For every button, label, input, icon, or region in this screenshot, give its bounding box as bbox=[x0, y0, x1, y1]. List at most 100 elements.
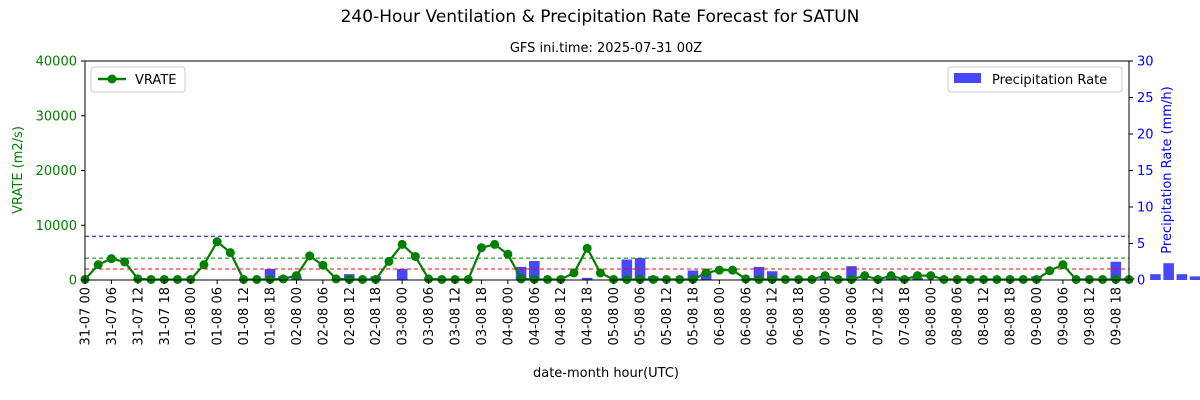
x-tick-label: 04-08 00 bbox=[501, 287, 516, 345]
vrate-point bbox=[899, 274, 909, 284]
vrate-point bbox=[410, 251, 420, 261]
vrate-point bbox=[371, 274, 381, 284]
x-tick-label: 03-08 00 bbox=[396, 287, 411, 345]
x-tick-label: 01-08 12 bbox=[237, 287, 252, 345]
vrate-point bbox=[952, 274, 962, 284]
x-tick-label: 31-07 00 bbox=[79, 287, 94, 345]
x-tick-label: 09-08 00 bbox=[1030, 287, 1045, 345]
precip-bar bbox=[846, 266, 857, 280]
y-left-tick-label: 10000 bbox=[36, 219, 77, 234]
vrate-point bbox=[424, 274, 434, 284]
x-tick-label: 09-08 12 bbox=[1083, 287, 1098, 345]
vrate-point bbox=[780, 274, 790, 284]
vrate-point bbox=[437, 274, 447, 284]
plot-frame bbox=[84, 60, 1130, 281]
chart-subtitle: GFS ini.time: 2025-07-31 00Z bbox=[510, 41, 702, 56]
vrate-point bbox=[1084, 274, 1094, 284]
legend-vrate-label: VRATE bbox=[135, 73, 176, 88]
x-tick-label: 01-08 06 bbox=[211, 287, 226, 345]
vrate-point bbox=[1071, 274, 1081, 284]
y-right-tick-label: 30 bbox=[1137, 55, 1154, 70]
x-tick-label: 08-08 12 bbox=[977, 287, 992, 345]
vrate-point bbox=[450, 274, 460, 284]
vrate-point bbox=[463, 274, 473, 284]
x-tick-label: 06-08 12 bbox=[766, 287, 781, 345]
vrate-point bbox=[106, 254, 116, 264]
vrate-point bbox=[569, 268, 579, 278]
x-tick-label: 05-08 18 bbox=[686, 287, 701, 345]
vrate-point bbox=[120, 257, 130, 267]
precip-bar bbox=[1189, 276, 1200, 280]
vrate-point bbox=[846, 274, 856, 284]
x-tick-label: 06-08 00 bbox=[713, 287, 728, 345]
x-tick-label: 07-08 18 bbox=[898, 287, 913, 345]
x-tick-label: 07-08 06 bbox=[845, 287, 860, 345]
y-left-tick-label: 30000 bbox=[36, 109, 77, 124]
vrate-point bbox=[199, 260, 209, 270]
legend-precipitation-label: Precipitation Rate bbox=[992, 73, 1107, 88]
vrate-point bbox=[860, 271, 870, 281]
vrate-point bbox=[767, 274, 777, 284]
vrate-point bbox=[635, 274, 645, 284]
vrate-point bbox=[807, 274, 817, 284]
vrate-point bbox=[331, 274, 341, 284]
y-axis-left-label: VRATE (m2/s) bbox=[11, 126, 26, 214]
vrate-point bbox=[344, 274, 354, 284]
y-left-tick-label: 20000 bbox=[36, 164, 77, 179]
x-tick-label: 02-08 18 bbox=[369, 287, 384, 345]
vrate-point bbox=[133, 274, 143, 284]
x-tick-label: 06-08 06 bbox=[739, 287, 754, 345]
x-tick-label: 07-08 12 bbox=[871, 287, 886, 345]
y-left-tick-label: 0 bbox=[69, 274, 77, 289]
precip-bar bbox=[753, 266, 765, 280]
vrate-point bbox=[516, 274, 526, 284]
precip-bar bbox=[515, 266, 527, 280]
x-tick-label: 03-08 12 bbox=[449, 287, 464, 345]
vrate-point bbox=[556, 274, 566, 284]
vrate-point bbox=[675, 274, 685, 284]
x-tick-label: 03-08 18 bbox=[475, 287, 490, 345]
plot-area bbox=[80, 235, 1200, 284]
y-left-tick-label: 40000 bbox=[36, 55, 77, 70]
vrate-point bbox=[397, 239, 407, 249]
x-tick-label: 01-08 00 bbox=[184, 287, 199, 345]
x-tick-label: 04-08 18 bbox=[581, 287, 596, 345]
vrate-point bbox=[926, 271, 936, 281]
vrate-point bbox=[992, 274, 1002, 284]
x-tick-label: 05-08 12 bbox=[660, 287, 675, 345]
vrate-point bbox=[384, 256, 394, 266]
vrate-point bbox=[225, 248, 235, 258]
x-tick-label: 08-08 06 bbox=[951, 287, 966, 345]
vrate-point bbox=[159, 274, 169, 284]
vrate-point bbox=[609, 274, 619, 284]
y-right-tick-label: 0 bbox=[1137, 274, 1145, 289]
vrate-point bbox=[873, 274, 883, 284]
vrate-point bbox=[622, 274, 632, 284]
y-right-tick-label: 20 bbox=[1137, 128, 1154, 143]
vrate-point bbox=[358, 274, 368, 284]
vrate-point bbox=[146, 274, 156, 284]
vrate-point bbox=[1058, 260, 1068, 270]
vrate-point bbox=[794, 274, 804, 284]
y-axis-right-label: Precipitation Rate (mm/h) bbox=[1160, 86, 1175, 253]
vrate-point bbox=[886, 271, 896, 281]
x-tick-label: 01-08 18 bbox=[264, 287, 279, 345]
vrate-point bbox=[661, 274, 671, 284]
legend-vrate: VRATE bbox=[90, 66, 186, 93]
chart-title: 240-Hour Ventilation & Precipitation Rat… bbox=[341, 7, 860, 27]
x-tick-label: 07-08 00 bbox=[819, 287, 834, 345]
vrate-point bbox=[265, 274, 275, 284]
vrate-line bbox=[84, 240, 1129, 281]
vrate-point bbox=[701, 268, 711, 278]
vrate-point bbox=[305, 251, 315, 261]
vrate-point bbox=[979, 274, 989, 284]
x-tick-label: 02-08 00 bbox=[290, 287, 305, 345]
vrate-point bbox=[595, 268, 605, 278]
vrate-point bbox=[913, 271, 923, 281]
vrate-point bbox=[582, 243, 592, 253]
x-tick-label: 09-08 06 bbox=[1056, 287, 1071, 345]
precip-bar bbox=[621, 259, 633, 280]
precip-bar bbox=[529, 261, 540, 280]
vrate-point bbox=[212, 237, 222, 247]
x-tick-label: 09-08 18 bbox=[1109, 287, 1124, 345]
